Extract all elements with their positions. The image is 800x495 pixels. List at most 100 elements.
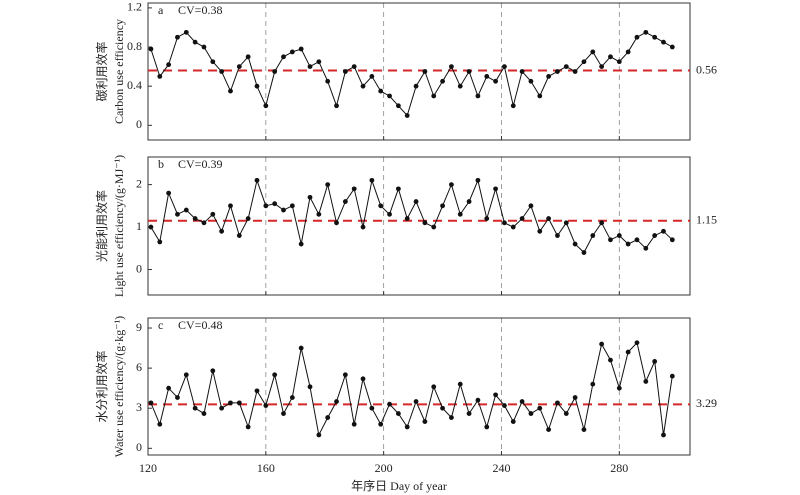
data-point xyxy=(590,49,596,55)
data-point xyxy=(519,69,525,74)
data-point xyxy=(342,372,348,378)
y-label: Carbon use efficiency xyxy=(112,19,126,124)
data-line xyxy=(150,31,673,117)
data-point xyxy=(643,245,649,251)
data-point xyxy=(475,93,481,99)
data-point xyxy=(484,73,490,79)
data-point xyxy=(669,44,675,50)
data-point xyxy=(316,432,322,438)
data-point xyxy=(175,34,180,40)
data-point xyxy=(307,64,313,70)
data-point xyxy=(387,211,392,217)
data-line xyxy=(150,178,673,254)
data-point xyxy=(599,64,605,70)
data-point xyxy=(431,224,437,230)
data-point xyxy=(669,237,675,243)
data-point xyxy=(475,397,481,403)
data-point xyxy=(413,83,419,89)
y-label-cn: 水分利用效率 xyxy=(94,350,109,422)
data-point xyxy=(422,69,428,74)
panel-letter: c xyxy=(158,318,163,332)
data-point xyxy=(298,46,304,52)
x-tick-label: 280 xyxy=(610,461,628,475)
data-point xyxy=(413,399,419,404)
y-label: Light use efficiency/(g·MJ⁻¹) xyxy=(112,155,126,297)
data-point xyxy=(387,93,392,99)
y-tick-label: 0 xyxy=(136,261,142,275)
data-point xyxy=(298,241,304,247)
data-point xyxy=(157,239,163,245)
data-point xyxy=(555,400,560,406)
data-point xyxy=(590,381,596,387)
data-point xyxy=(652,34,658,40)
data-point xyxy=(510,103,516,109)
data-point xyxy=(148,46,154,52)
data-point xyxy=(272,201,278,207)
data-point xyxy=(625,349,631,355)
y-tick-label: 9 xyxy=(136,320,142,334)
data-point xyxy=(351,64,357,70)
data-point xyxy=(236,233,242,238)
data-point xyxy=(457,211,463,217)
data-point xyxy=(298,345,304,351)
data-point xyxy=(148,224,154,230)
data-point xyxy=(183,29,189,35)
data-point xyxy=(643,29,649,35)
data-point xyxy=(616,385,622,391)
data-point xyxy=(325,415,331,420)
cv-annotation: CV=0.38 xyxy=(178,3,222,17)
data-point xyxy=(404,216,410,221)
data-point xyxy=(546,73,552,79)
y-label-cn: 光能利用效率 xyxy=(94,190,109,262)
data-point xyxy=(378,88,384,94)
data-point xyxy=(148,400,154,406)
data-point xyxy=(528,411,534,416)
data-point xyxy=(175,395,180,400)
data-point xyxy=(440,405,445,411)
data-point xyxy=(281,54,286,60)
data-point xyxy=(281,411,286,416)
data-point xyxy=(263,203,269,209)
data-point xyxy=(307,194,313,200)
data-point xyxy=(519,399,525,404)
data-point xyxy=(316,211,322,217)
data-point xyxy=(431,384,437,390)
data-point xyxy=(192,216,198,221)
data-point xyxy=(157,73,163,79)
data-point xyxy=(263,103,269,109)
data-point xyxy=(616,233,622,238)
data-point xyxy=(661,432,666,438)
data-point xyxy=(387,401,392,407)
x-tick-label: 160 xyxy=(257,461,275,475)
data-point xyxy=(581,59,587,65)
y-tick-label: 1 xyxy=(136,219,142,233)
y-tick-label: 0 xyxy=(136,440,142,454)
data-point xyxy=(546,216,552,221)
data-point xyxy=(493,78,498,84)
cv-annotation: CV=0.39 xyxy=(178,157,222,171)
data-point xyxy=(334,103,339,109)
data-point xyxy=(378,421,384,427)
data-point xyxy=(334,220,339,226)
data-point xyxy=(661,228,666,234)
data-point xyxy=(307,384,313,390)
data-point xyxy=(201,220,207,226)
data-point xyxy=(360,224,366,230)
data-point xyxy=(166,190,172,196)
data-point xyxy=(466,411,472,416)
data-point xyxy=(166,62,172,68)
data-point xyxy=(440,78,445,84)
data-point xyxy=(537,405,543,411)
data-point xyxy=(546,427,552,433)
data-point xyxy=(334,399,339,404)
data-point xyxy=(493,392,498,398)
data-point xyxy=(210,59,216,65)
data-point xyxy=(484,424,490,430)
data-point xyxy=(210,211,216,217)
data-point xyxy=(369,177,375,183)
data-point xyxy=(502,220,507,226)
y-tick-label: 3 xyxy=(136,400,142,414)
x-axis-label: 年序日 Day of year xyxy=(351,478,447,493)
data-point xyxy=(634,340,640,346)
data-point xyxy=(510,224,516,230)
